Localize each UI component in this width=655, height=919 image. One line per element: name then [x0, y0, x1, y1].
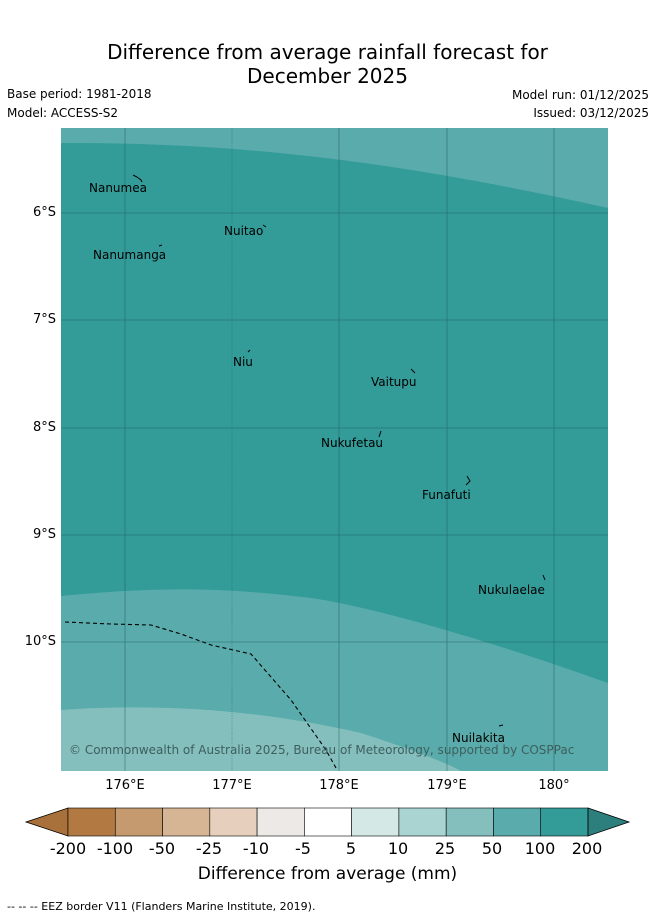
colorbar-tick-label: -25: [195, 839, 223, 858]
base-period: Base period: 1981-2018: [7, 87, 152, 101]
chart-title: Difference from average rainfall forecas…: [0, 40, 655, 88]
colorbar-segment: [540, 807, 589, 837]
island-shape-nanumea: [132, 174, 143, 183]
rainfall-map: Nanumea Nuitao Nanumanga Niu Vaitupu Nuk…: [61, 128, 608, 771]
lat-label-9s: 9°S: [32, 527, 56, 542]
title-line-1: Difference from average rainfall forecas…: [107, 40, 548, 64]
colorbar-segment: [256, 807, 305, 837]
title-line-2: December 2025: [247, 64, 408, 88]
colorbar-title: Difference from average (mm): [197, 864, 458, 884]
eez-legend: -- -- -- EEZ border V11 (Flanders Marine…: [7, 900, 316, 913]
colorbar-tick-label: 50: [481, 839, 503, 858]
island-label-nukulaelae: Nukulaelae: [478, 583, 545, 597]
colorbar-arrow-low: [24, 807, 69, 837]
island-label-vaitupu: Vaitupu: [371, 375, 417, 389]
colorbar-tick-label: 5: [345, 839, 357, 858]
colorbar-tick-label: 25: [434, 839, 456, 858]
lat-label-7s: 7°S: [32, 312, 56, 327]
colorbar-segment: [209, 807, 258, 837]
colorbar-tick-label: -10: [242, 839, 270, 858]
island-shape-nanumanga: [158, 244, 163, 247]
island-label-nuitao: Nuitao: [224, 224, 263, 238]
colorbar-segment: [67, 807, 116, 837]
colorbar-tick-label: -100: [96, 839, 134, 858]
island-shape-nuilakita: [498, 724, 504, 727]
island-shape-funafuti: [465, 475, 471, 486]
lon-label-177e: 177°E: [212, 778, 252, 793]
island-shape-nukufetau: [378, 430, 382, 438]
island-label-nanumanga: Nanumanga: [93, 248, 166, 262]
island-shape-niu: [247, 349, 251, 353]
colorbar-segment: [114, 807, 163, 837]
model-run: Model run: 01/12/2025: [511, 88, 649, 102]
island-shape-nukulaelae: [542, 574, 546, 581]
colorbar-segment: [398, 807, 447, 837]
island-label-nuilakita: Nuilakita: [452, 731, 505, 745]
island-label-funafuti: Funafuti: [422, 488, 471, 502]
colorbar-arrow-high: [587, 807, 631, 837]
colorbar-tick-label: -200: [49, 839, 87, 858]
island-shape-nuitao: [262, 224, 267, 228]
issued-date: Issued: 03/12/2025: [533, 106, 649, 120]
eez-border: [64, 621, 337, 769]
colorbar-tick-label: -50: [148, 839, 176, 858]
colorbar-tick-label: 100: [524, 839, 556, 858]
island-label-niu: Niu: [233, 355, 253, 369]
copyright-notice: © Commonwealth of Australia 2025, Bureau…: [69, 743, 574, 757]
colorbar-segment: [445, 807, 494, 837]
island-shape-vaitupu: [410, 368, 416, 374]
colorbar-tick-label: 10: [387, 839, 409, 858]
lat-label-10s: 10°S: [24, 634, 56, 649]
lon-label-180: 180°: [538, 778, 570, 793]
colorbar: [24, 807, 631, 837]
model-name: Model: ACCESS-S2: [7, 106, 119, 120]
colorbar-segment: [304, 807, 352, 837]
band-100-200: [61, 143, 608, 683]
island-shapes: [132, 174, 546, 727]
colorbar-segment: [162, 807, 211, 837]
lat-lon-grid: [61, 128, 608, 771]
island-label-nukufetau: Nukufetau: [321, 436, 383, 450]
band-25-50: [61, 707, 461, 771]
island-labels: Nanumea Nuitao Nanumanga Niu Vaitupu Nuk…: [89, 181, 545, 745]
colorbar-tick-label: 200: [571, 839, 603, 858]
lat-label-8s: 8°S: [32, 420, 56, 435]
colorbar-segment: [493, 807, 542, 837]
lon-label-178e: 178°E: [319, 778, 359, 793]
lat-label-6s: 6°S: [32, 205, 56, 220]
colorbar-tick-label: -5: [295, 839, 311, 858]
island-label-nanumea: Nanumea: [89, 181, 147, 195]
lon-label-176e: 176°E: [105, 778, 145, 793]
lon-label-179e: 179°E: [427, 778, 467, 793]
colorbar-segment: [351, 807, 400, 837]
